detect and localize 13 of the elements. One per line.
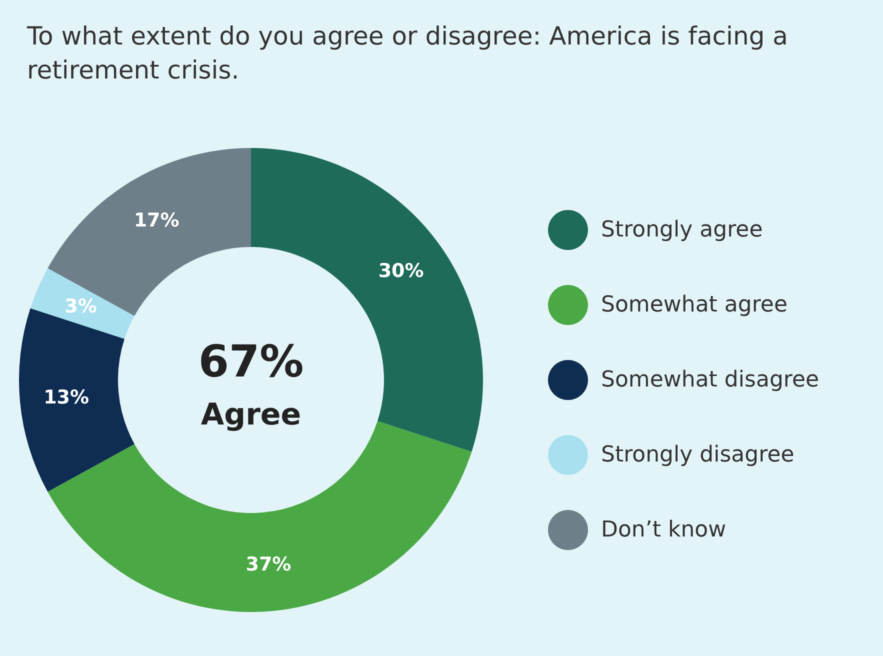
legend-label: Somewhat agree [601, 292, 788, 318]
legend-label: Strongly disagree [601, 442, 794, 468]
data-label: 3% [64, 295, 97, 318]
data-label: 30% [378, 260, 424, 282]
chart-title: To what extent do you agree or disagree: America is facing a retirement crisis. [26, 22, 796, 84]
legend-label: Somewhat disagree [601, 368, 820, 392]
text: 67% [198, 336, 304, 388]
data-label: 13% [44, 386, 90, 408]
legend-label: Strongly agree [601, 218, 763, 242]
text: Agree [200, 398, 302, 432]
data-label: 37% [246, 554, 292, 576]
data-label: 17% [134, 209, 180, 232]
legend-label: Don’t know [601, 518, 726, 542]
